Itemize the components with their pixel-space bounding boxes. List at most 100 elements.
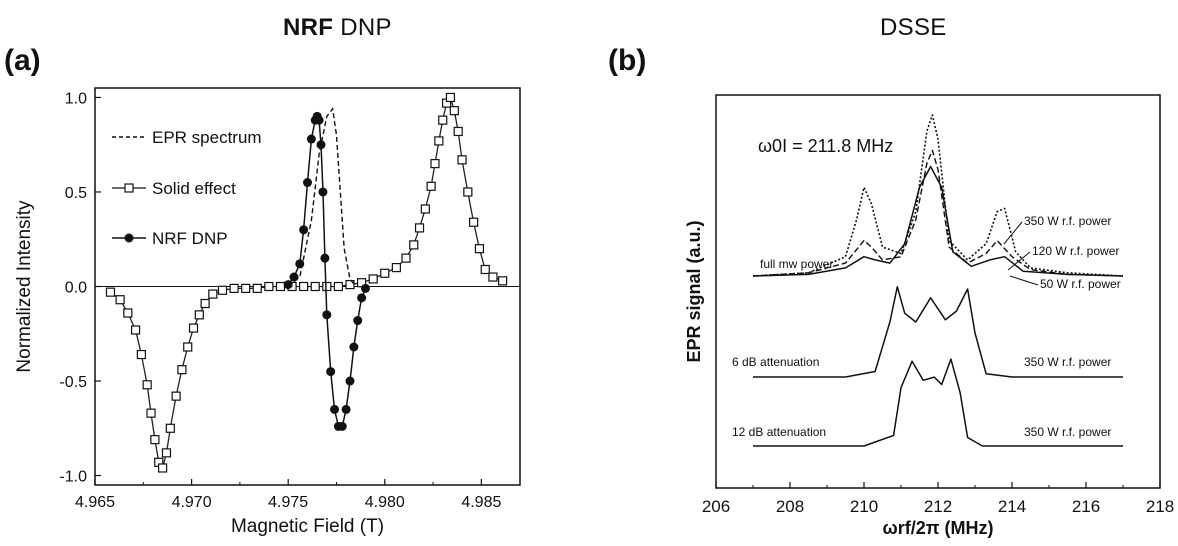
panel-b-trace-12-db-attenuation bbox=[753, 358, 1123, 447]
panel-a-solid-effect-point bbox=[252, 283, 262, 293]
panel-a-nrf-dnp-point bbox=[320, 253, 330, 263]
panel-b-y-axis-label: EPR signal (a.u.) bbox=[684, 220, 704, 362]
panel-a-nrf-dnp-point bbox=[353, 316, 363, 326]
panel-a-solid-effect-point bbox=[183, 342, 193, 352]
panel-a-solid-effect-point bbox=[368, 274, 378, 284]
panel-a-solid-effect-point bbox=[420, 204, 430, 214]
panel-b-x-tick-label: 216 bbox=[1072, 497, 1100, 516]
panel-a-nrf-dnp-point bbox=[289, 272, 299, 282]
panel-a-nrf-dnp-point bbox=[306, 134, 316, 144]
panel-b-x-tick-label: 206 bbox=[702, 497, 730, 516]
panel-a-solid-effect-point bbox=[264, 281, 274, 292]
panel-a-solid-effect-point bbox=[322, 281, 332, 292]
panel-a-nrf-dnp-point bbox=[316, 140, 326, 150]
panel-b-arrow-120w bbox=[1007, 251, 1031, 271]
panel-b-trace-6-db-attenuation bbox=[753, 286, 1123, 378]
panel-a-solid-effect-point bbox=[165, 423, 175, 433]
panel-a-solid-effect-point bbox=[299, 281, 309, 292]
panel-a-solid-effect-point bbox=[463, 187, 473, 197]
panel-a-solid-effect-point bbox=[391, 262, 401, 273]
panel-b-trace-350-w-r-f-power bbox=[752, 114, 1124, 277]
panel-b-x-tick-label: 214 bbox=[998, 497, 1026, 516]
panel-a-nrf-dnp-point bbox=[322, 310, 332, 320]
panel-b-arrow-50w bbox=[1009, 275, 1039, 286]
panel-a-nrf-dnp-point bbox=[318, 187, 328, 197]
panel-a-nrf-dnp-point bbox=[303, 178, 312, 188]
panel-b-label-12db: 12 dB attenuation bbox=[732, 425, 826, 439]
panel-a-nrf-dnp-point bbox=[345, 376, 355, 386]
panel-b-x-axis-label: ωrf/2π (MHz) bbox=[883, 518, 994, 538]
panel-a-solid-effect-point bbox=[208, 289, 218, 299]
panel-b-label-120w: 120 W r.f. power bbox=[1032, 244, 1119, 258]
panel-a-y-tick-label: -1.0 bbox=[59, 469, 87, 486]
panel-a-solid-effect-point bbox=[488, 272, 498, 282]
panel-a-solid-effect-point bbox=[457, 155, 467, 165]
panel-b-label-50w: 50 W r.f. power bbox=[1040, 277, 1121, 291]
panel-a-solid-effect-point bbox=[474, 244, 485, 254]
panel-a-solid-effect-point bbox=[333, 281, 344, 292]
panel-a-nrf-dnp-point bbox=[314, 115, 324, 125]
panel-a-solid-effect-point bbox=[345, 280, 355, 290]
panel-a-solid-effect-point bbox=[241, 283, 251, 293]
panel-a-solid-effect-point bbox=[136, 349, 146, 360]
panel-a-nrf-dnp-point bbox=[326, 367, 336, 377]
panel-a-y-tick-label: 0.5 bbox=[65, 185, 87, 202]
panel-a-solid-effect-point bbox=[434, 136, 444, 146]
panel-a-x-tick-label: 4.985 bbox=[461, 494, 501, 511]
panel-a-nrf-dnp-point bbox=[341, 404, 351, 414]
panel-a-solid-effect-point bbox=[498, 276, 508, 286]
panel-a-solid-effect-point bbox=[115, 295, 125, 305]
panel-a-legend-solid-effect-swatch-marker bbox=[124, 183, 134, 193]
panel-a-title-rest: DNP bbox=[333, 14, 392, 41]
panel-a-solid-effect-point bbox=[130, 325, 141, 335]
panel-a-title-bold: NRF bbox=[283, 14, 334, 41]
panel-b-annotation: ω0I = 211.8 MHz bbox=[758, 136, 893, 156]
panel-a-solid-effect-point bbox=[200, 298, 210, 309]
panel-a-solid-effect-point bbox=[310, 281, 320, 292]
panel-a-nrf-dnp-point bbox=[337, 421, 347, 431]
panel-a-solid-effect-point bbox=[158, 463, 168, 473]
panel-a-title: NRF DNP bbox=[283, 14, 392, 42]
panel-a-nrf-dnp-point bbox=[330, 404, 340, 414]
panel-a-y-tick-label: 1.0 bbox=[65, 90, 87, 107]
panel-a-y-tick-label: 0.0 bbox=[65, 280, 87, 297]
panel-a-solid-effect-point bbox=[217, 285, 228, 295]
panel-b-trace-120-w-r-f-power bbox=[752, 149, 1124, 277]
panel-a-solid-effect-point bbox=[414, 223, 425, 233]
panel-a-nrf-dnp-point bbox=[283, 280, 293, 290]
panel-b-trace-50-w-r-f-power bbox=[752, 165, 1124, 277]
panel-a-solid-effect-point bbox=[480, 264, 490, 275]
panel-b-label: (b) bbox=[608, 44, 647, 77]
panel-b-arrow-350w bbox=[1003, 221, 1023, 245]
panel-a-solid-effect-point bbox=[171, 391, 181, 401]
panel-a-solid-effect-point bbox=[275, 281, 286, 292]
panel-a-legend-nrf-swatch-marker bbox=[124, 233, 134, 243]
panel-b-label-12db-power: 350 W r.f. power bbox=[1024, 425, 1111, 439]
panel-a-x-tick-label: 4.965 bbox=[75, 494, 115, 511]
panel-a-epr-spectrum-line bbox=[287, 107, 357, 288]
panel-b-title: DSSE bbox=[880, 14, 947, 41]
panel-a-solid-effect-point bbox=[150, 435, 160, 445]
panel-a-solid-effect-point bbox=[142, 380, 152, 390]
panel-a-solid-effect-point bbox=[438, 115, 448, 125]
panel-b-chart: 206 208 210 212 214 216 218 ωrf/2π (MHz) EPR sig… bbox=[684, 94, 1174, 538]
panel-a-solid-effect-point bbox=[449, 106, 459, 116]
panel-a-solid-effect-point bbox=[105, 287, 116, 297]
panel-a-nrf-dnp-point bbox=[349, 342, 359, 352]
panel-a-solid-effect-point bbox=[430, 159, 440, 169]
panel-a-solid-effect-point bbox=[469, 217, 479, 227]
panel-a-x-axis-label: Magnetic Field (T) bbox=[231, 516, 384, 537]
panel-a-solid-effect-point bbox=[426, 181, 436, 191]
panel-a-solid-effect-point bbox=[445, 92, 456, 103]
panel-a-nrf-dnp-point bbox=[357, 293, 367, 303]
panel-a-solid-effect-point bbox=[409, 240, 419, 250]
panel-a-x-tick-label: 4.970 bbox=[172, 494, 212, 511]
panel-a-solid-effect-point bbox=[188, 323, 199, 333]
panel-a-legend-solid-effect-label: Solid effect bbox=[152, 179, 236, 198]
panel-b-label-full-mw-power: full mw power bbox=[760, 257, 833, 271]
panel-a-solid-effect-point bbox=[123, 308, 133, 318]
panel-b-label-6db: 6 dB attenuation bbox=[732, 355, 819, 369]
panel-a-nrf-dnp-point bbox=[360, 283, 370, 293]
panel-a-solid-effect-point bbox=[453, 126, 463, 137]
